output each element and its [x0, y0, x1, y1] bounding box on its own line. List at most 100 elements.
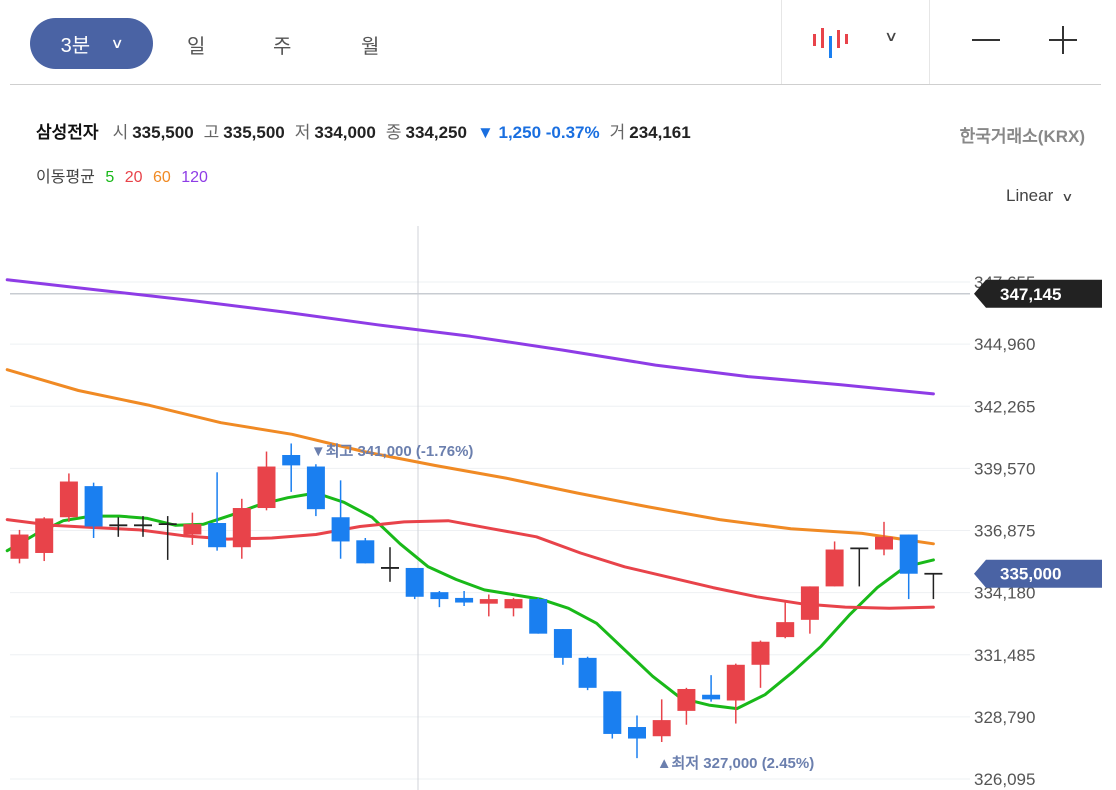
timeframe-month-tab[interactable]: 월	[361, 36, 380, 58]
exchange-label: 한국거래소(KRX)	[959, 127, 1085, 146]
timeframe-active-label: 3분	[60, 35, 91, 57]
candle-body	[282, 455, 301, 466]
candle	[381, 547, 399, 582]
candle-body	[35, 518, 54, 553]
y-tick-label: 336,875	[974, 522, 1035, 541]
candle-body	[751, 641, 770, 665]
ma-legend-120[interactable]: 120	[181, 169, 208, 186]
timeframe-week-tab[interactable]: 주	[273, 36, 292, 58]
candle	[282, 443, 301, 492]
low-label: 저	[294, 123, 311, 142]
candle	[603, 691, 622, 739]
candle-body	[430, 592, 449, 600]
candle	[702, 675, 721, 702]
candle	[875, 521, 893, 556]
candle-body	[183, 524, 202, 535]
crosshair-price-tag-bg	[974, 279, 1102, 308]
crosshair-price-tag-text: 347,145	[1000, 285, 1061, 304]
candle-body	[405, 567, 424, 597]
candlestick-icon[interactable]	[810, 24, 854, 60]
high-value: 335,500	[223, 123, 285, 142]
open-value: 335,500	[132, 123, 194, 142]
candle	[924, 572, 943, 600]
current-price-tag-bg	[974, 559, 1102, 588]
candle	[677, 687, 696, 725]
y-tick-label: 331,485	[974, 646, 1035, 665]
candle-body	[875, 536, 893, 550]
candle	[751, 640, 770, 688]
candle-body	[899, 534, 918, 574]
candle	[356, 537, 375, 564]
low-value: 334,000	[314, 123, 376, 142]
candle	[825, 541, 844, 587]
candle-body	[628, 727, 646, 739]
ma-legend-5[interactable]: 5	[105, 169, 115, 186]
toolbar-divider	[781, 0, 782, 84]
ma-line-60	[5, 368, 935, 546]
candle	[455, 591, 474, 606]
candle	[899, 534, 918, 600]
high-label: 고	[203, 123, 220, 142]
ma-line-20	[5, 518, 935, 610]
moving-average-legend: 이동평균 5 20 60 120	[36, 163, 214, 187]
candle-body	[59, 481, 78, 518]
stock-info-row: 삼성전자 시 335,500 고 335,500 저 334,000 종 334…	[36, 118, 701, 143]
chart-toolbar: 3분 ∨ 일 주 월 ∨	[10, 0, 1101, 85]
toolbar-divider	[929, 0, 930, 84]
timeframe-3min-dropdown[interactable]: 3분 ∨	[30, 18, 153, 69]
low-annotation: ▲최저 327,000 (2.45%)	[657, 754, 815, 772]
candle-body	[356, 540, 375, 564]
candle	[553, 629, 572, 665]
chevron-down-icon: ∨	[110, 35, 124, 51]
candle-body	[479, 599, 498, 604]
candle	[529, 597, 548, 634]
candle-body	[603, 691, 622, 734]
volume-label: 거	[609, 123, 626, 142]
candle-body	[652, 720, 671, 737]
candle	[405, 567, 424, 600]
candle-body	[578, 657, 597, 688]
candle-body	[553, 629, 572, 658]
candle-body	[800, 586, 819, 620]
candle	[430, 591, 449, 608]
candle	[578, 656, 597, 691]
timeframe-day-tab[interactable]: 일	[187, 36, 206, 58]
stock-name: 삼성전자	[36, 123, 99, 142]
candle-body	[306, 466, 325, 510]
candle-body	[232, 508, 251, 548]
candle	[306, 464, 325, 517]
y-tick-label: 342,265	[974, 397, 1035, 416]
high-annotation: ▼최고 341,000 (-1.76%)	[311, 442, 474, 460]
candle	[628, 715, 646, 759]
candle	[232, 498, 251, 559]
chart-type-chevron-down-icon[interactable]: ∨	[883, 28, 899, 44]
candle	[109, 517, 128, 537]
candle-body	[10, 534, 29, 559]
candle	[35, 517, 54, 562]
candle-body	[529, 599, 548, 634]
candle	[776, 602, 795, 639]
candle-body	[776, 622, 795, 638]
volume-value: 234,161	[629, 123, 691, 142]
candle	[10, 529, 29, 564]
candles	[10, 443, 943, 759]
ma-line-120	[5, 278, 935, 396]
candle-body	[825, 549, 844, 587]
plus-icon[interactable]	[1045, 22, 1081, 58]
ma-legend-20[interactable]: 20	[124, 169, 143, 186]
candle	[158, 516, 177, 560]
y-tick-label: 339,570	[974, 459, 1035, 478]
y-axis-labels: 347,655344,960342,265339,570336,875334,1…	[974, 273, 1035, 789]
scale-mode-dropdown[interactable]: Linear ∨	[1006, 186, 1074, 206]
minus-icon[interactable]	[968, 22, 1004, 58]
ma-legend-60[interactable]: 60	[152, 169, 171, 186]
current-price-tag-text: 335,000	[1000, 565, 1061, 584]
candle-body	[504, 599, 523, 609]
candle	[850, 547, 869, 587]
price-change: ▼ 1,250 -0.37%	[476, 123, 600, 142]
ma-legend-label: 이동평균	[36, 169, 95, 186]
candle-body	[84, 486, 103, 527]
y-tick-label: 334,180	[974, 584, 1035, 603]
candle	[800, 586, 819, 634]
